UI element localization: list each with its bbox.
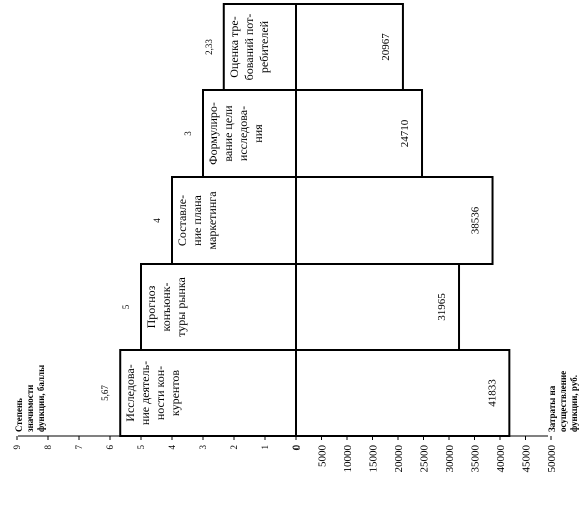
importance-tick-label: 3 xyxy=(198,445,208,450)
importance-tick-label: 9 xyxy=(12,445,22,450)
category-label-line: бований пот- xyxy=(242,14,256,81)
importance-axis-title-line: функции, баллы xyxy=(36,365,46,432)
category-label-line: вание цели xyxy=(221,105,235,162)
cost-tick-label: 45000 xyxy=(521,445,533,473)
importance-bars xyxy=(119,3,298,437)
importance-tick-labels: 0 1 2 3 4 5 6 7 8 9 xyxy=(12,445,301,450)
importance-value-label: 3 xyxy=(183,131,193,136)
category-label: Составле-ние планамаркетинга xyxy=(175,191,219,250)
importance-tick-label: 5 xyxy=(136,445,146,450)
cost-axis-title: Затраты на осуществление функции, руб. xyxy=(547,369,579,432)
cost-axis-title-line: функции, руб. xyxy=(569,375,579,432)
cost-tick-label: 40000 xyxy=(495,445,507,473)
cost-tick-label: 30000 xyxy=(444,445,456,473)
cost-value-label: 20967 xyxy=(380,33,392,61)
importance-value-label: 2,33 xyxy=(204,39,214,55)
importance-value-labels: 5,67 5 4 3 2,33 xyxy=(100,39,214,401)
cost-tick-label: 0 xyxy=(291,445,303,451)
cost-tick-labels: 0 5000 10000 15000 20000 25000 30000 35000 40000… xyxy=(291,445,558,473)
category-label-line: ние деятель- xyxy=(138,361,152,425)
category-label-line: ние плана xyxy=(190,195,204,246)
category-label-line: Оценка тре- xyxy=(227,16,241,78)
importance-value-label: 5,67 xyxy=(100,385,110,401)
category-label-line: ности кон- xyxy=(153,366,167,420)
cost-bar xyxy=(295,349,511,437)
category-label: Оценка тре-бований пот-ребителей xyxy=(227,14,271,81)
cost-tick-label: 5000 xyxy=(317,445,329,468)
category-label-line: Составле- xyxy=(175,195,189,246)
category-label-line: курентов xyxy=(168,370,182,416)
cost-axis-title-line: осуществление xyxy=(558,371,568,432)
importance-axis-title-line: значимости xyxy=(25,385,35,432)
importance-value-label: 5 xyxy=(121,304,131,309)
importance-value-label: 4 xyxy=(152,218,162,223)
cost-value-label: 38536 xyxy=(470,206,482,234)
category-label: Исследова-ние деятель-ности кон-курентов xyxy=(123,361,182,425)
category-labels: Исследова-ние деятель-ности кон-курентов… xyxy=(123,14,271,425)
importance-axis-title: Степень значимости функции, баллы xyxy=(14,365,46,432)
category-label-line: ребителей xyxy=(257,20,271,73)
category-label-line: Исследова- xyxy=(123,364,137,421)
cost-bar xyxy=(295,263,461,351)
importance-tick-label: 8 xyxy=(43,445,53,450)
cost-axis-title-line: Затраты на xyxy=(547,385,557,432)
category-label: Формулиро-вание целиисследова-ния xyxy=(206,102,265,165)
importance-bar xyxy=(119,349,298,437)
importance-tick-label: 0 xyxy=(291,445,301,450)
category-label-line: маркетинга xyxy=(205,191,219,250)
importance-tick-label: 6 xyxy=(105,445,115,450)
category-label-line: Формулиро- xyxy=(206,102,220,165)
importance-tick-label: 7 xyxy=(74,445,84,450)
category-label-line: исследова- xyxy=(236,106,250,161)
cost-value-labels: 41833 31965 38536 24710 20967 xyxy=(380,33,498,407)
cost-bar xyxy=(295,3,404,91)
cost-tick-label: 35000 xyxy=(470,445,482,473)
importance-tick-label: 1 xyxy=(260,445,270,450)
category-label-line: туры рынка xyxy=(174,277,188,337)
category-label-line: конъюнк- xyxy=(159,282,173,331)
axis-lines xyxy=(16,4,552,440)
cost-tick-label: 50000 xyxy=(546,445,558,473)
cost-value-label: 41833 xyxy=(486,379,498,407)
importance-axis-title-line: Степень xyxy=(14,398,24,432)
cost-tick-label: 25000 xyxy=(419,445,431,473)
cost-value-label: 24710 xyxy=(399,119,411,147)
importance-bar xyxy=(222,3,298,91)
importance-bar xyxy=(140,263,297,351)
importance-tick-label: 4 xyxy=(167,445,177,450)
cost-bar xyxy=(295,176,494,265)
cost-tick-label: 10000 xyxy=(342,445,354,473)
category-label-line: Прогноз xyxy=(144,285,158,328)
importance-tick-label: 2 xyxy=(229,445,239,450)
cost-value-label: 31965 xyxy=(436,293,448,321)
cost-tick-label: 15000 xyxy=(368,445,380,473)
category-label-line: ния xyxy=(251,124,265,143)
cost-tick-label: 20000 xyxy=(393,445,405,473)
cost-bars xyxy=(295,3,511,437)
category-label: Прогнозконъюнк-туры рынка xyxy=(144,277,188,337)
